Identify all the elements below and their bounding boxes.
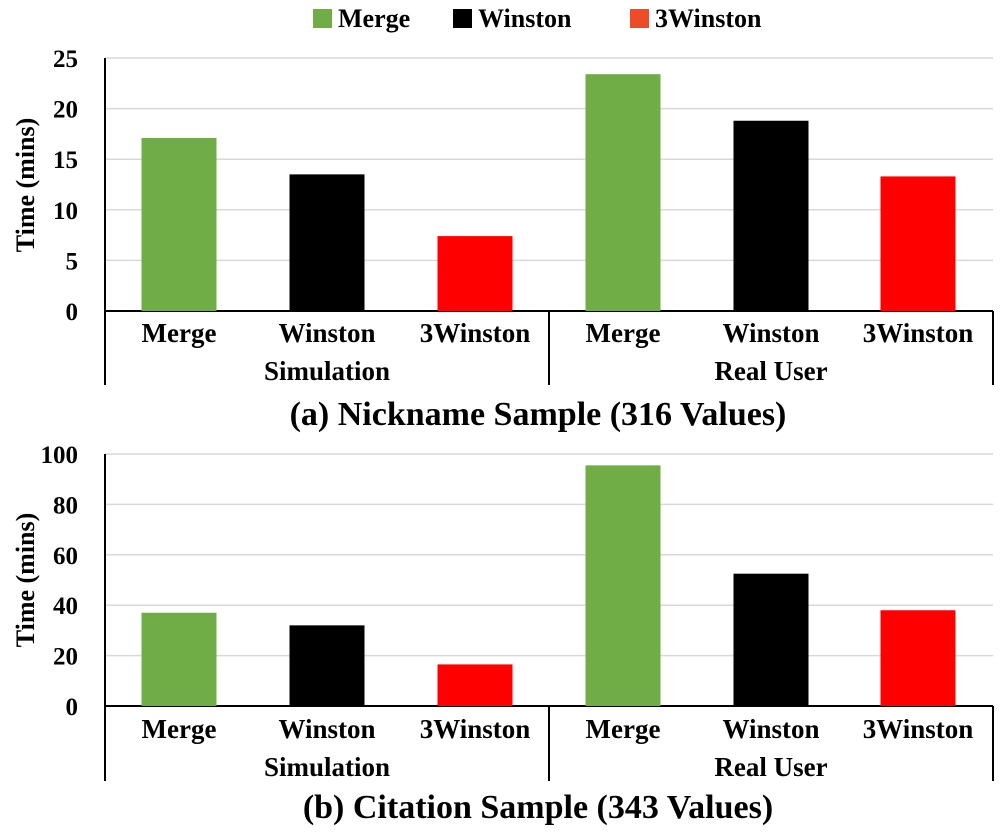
y-tick-label: 60 (53, 543, 78, 570)
x-group-label: Simulation (264, 752, 390, 782)
bar-merge-simulation (141, 137, 217, 311)
legend-swatch-0 (313, 9, 332, 28)
bar-merge-simulation (141, 612, 217, 706)
x-category-label: 3Winston (863, 714, 974, 744)
y-tick-label: 25 (53, 46, 78, 73)
bar-winston-simulation (289, 174, 365, 311)
y-tick-label: 80 (53, 492, 78, 519)
bar-winston-real-user (733, 573, 809, 706)
x-group-label: Real User (714, 356, 827, 386)
x-category-label: Merge (586, 318, 661, 348)
bar-3winston-real-user (880, 176, 956, 311)
legend-label-2: 3Winston (655, 4, 762, 33)
x-category-label: Merge (142, 318, 217, 348)
y-tick-label: 10 (53, 198, 78, 225)
x-category-label: 3Winston (863, 318, 974, 348)
bar-winston-real-user (733, 120, 809, 311)
legend-label-0: Merge (338, 4, 410, 33)
chart-nickname-sample: 0 5 10 15 20 25 Merge Winston 3Winston Simulation… (11, 46, 994, 433)
x-category-label: Merge (586, 714, 661, 744)
bar-3winston-real-user (880, 610, 956, 706)
y-tick-label: 0 (66, 694, 79, 721)
chart-caption: (a) Nickname Sample (316 Values) (290, 396, 787, 433)
x-category-label: Winston (722, 714, 819, 744)
legend-swatch-2 (630, 9, 649, 28)
y-tick-label: 100 (41, 442, 79, 469)
x-group-label: Simulation (264, 356, 390, 386)
x-category-label: Winston (278, 318, 375, 348)
bar-3winston-simulation (437, 664, 513, 706)
y-axis-title: Time (mins) (11, 118, 40, 253)
legend-swatch-1 (453, 9, 472, 28)
x-category-label: Winston (722, 318, 819, 348)
bar-merge-real-user (585, 74, 661, 311)
x-category-label: Merge (142, 714, 217, 744)
x-category-label: Winston (278, 714, 375, 744)
chart-citation-sample: 0 20 40 60 80 100 Merge Winston 3Winston Simulati… (11, 442, 994, 826)
y-tick-label: 20 (53, 97, 78, 124)
x-category-label: 3Winston (420, 318, 531, 348)
y-tick-label: 15 (53, 147, 78, 174)
x-group-label: Real User (714, 752, 827, 782)
legend: Merge Winston 3Winston (313, 4, 762, 33)
y-axis-title: Time (mins) (11, 513, 40, 648)
legend-label-1: Winston (478, 4, 572, 33)
y-tick-label: 0 (66, 299, 79, 326)
chart-caption: (b) Citation Sample (343 Values) (303, 789, 773, 826)
y-tick-label: 20 (53, 644, 78, 671)
bar-merge-real-user (585, 465, 661, 706)
x-category-label: 3Winston (420, 714, 531, 744)
bar-winston-simulation (289, 625, 365, 706)
y-tick-label: 5 (66, 248, 79, 275)
bar-3winston-simulation (437, 236, 513, 311)
y-tick-label: 40 (53, 593, 78, 620)
